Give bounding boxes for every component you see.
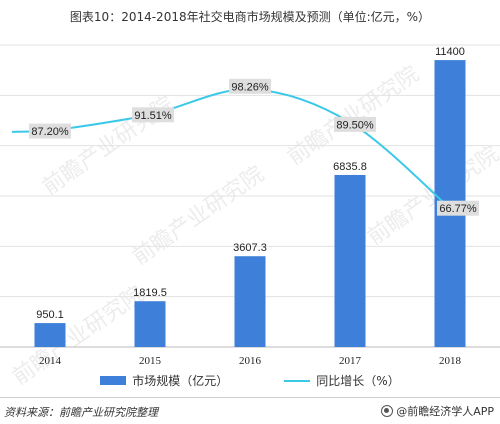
bar — [234, 256, 266, 347]
line-label-box — [29, 123, 71, 139]
line-label-box — [229, 78, 271, 94]
line-label-box — [437, 200, 479, 216]
x-tick-label: 2018 — [439, 355, 462, 367]
line-label-box — [132, 107, 174, 123]
bar-value-label: 11400 — [435, 46, 465, 58]
line-value-label: 89.50% — [336, 119, 374, 131]
bar-value-label: 3607.3 — [233, 242, 267, 254]
bar — [334, 174, 366, 347]
legend-line-label: 同比增长（%） — [316, 374, 400, 388]
line-value-label: 87.20% — [31, 126, 69, 138]
bar — [134, 301, 166, 347]
legend-item-line: 同比增长（%） — [284, 372, 400, 389]
brand-logo-icon — [381, 405, 394, 417]
legend-bar-swatch — [100, 376, 127, 385]
source-note: 资料来源：前瞻产业研究院整理 — [4, 406, 158, 419]
line-label-box — [334, 116, 376, 132]
legend-bar-label: 市场规模（亿元） — [132, 374, 229, 388]
line-value-label: 91.51% — [134, 110, 172, 122]
legend-item-bar: 市场规模（亿元） — [100, 372, 228, 389]
line-value-label: 66.77% — [439, 203, 477, 215]
x-tick-label: 2016 — [239, 355, 262, 367]
x-tick-label: 2017 — [339, 355, 362, 367]
line-value-label: 98.26% — [231, 81, 269, 93]
footer-divider — [0, 397, 500, 398]
chart-title: 图表10：2014-2018年社交电商市场规模及预测（单位:亿元，%） — [69, 10, 431, 24]
legend: 市场规模（亿元） 同比增长（%） — [0, 372, 500, 389]
brand-text: @前瞻经济学人APP — [396, 405, 494, 418]
legend-line-swatch — [284, 379, 311, 382]
growth-line — [11, 88, 451, 209]
x-tick-label: 2015 — [139, 355, 162, 367]
brand: @前瞻经济学人APP — [381, 403, 494, 419]
bar-value-label: 950.1 — [36, 309, 64, 321]
bar-value-label: 1819.5 — [133, 287, 167, 299]
chart-area: 950.1 1819.5 3607.3 6835.8 11400 2014 2015 2016… — [0, 44, 500, 367]
x-tick-label: 2014 — [39, 355, 62, 367]
bar-value-label: 6835.8 — [333, 161, 367, 173]
bar — [34, 323, 66, 347]
